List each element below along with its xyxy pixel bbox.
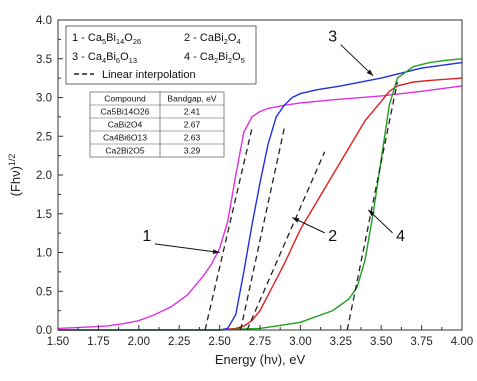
y-tick-label: 3.0 [36,93,52,105]
curve-label-3: 3 [328,29,337,46]
x-tick-label: 2.00 [128,336,150,348]
x-tick-label: 1.50 [47,336,69,348]
legend-entry-4: 4 - Ca2Bi2O5 [184,51,245,65]
y-tick-label: 1.5 [36,209,52,221]
x-axis-label: Energy (hν), eV [215,352,306,367]
interpolation-line [204,128,253,331]
curve-label-4: 4 [396,228,405,245]
series-3-line [58,61,463,331]
x-tick-label: 2.50 [208,336,230,348]
y-axis-label-sup: 1/2 [7,154,17,167]
y-tick-label: 4.0 [36,15,52,27]
y-tick-label: 0.0 [36,325,52,337]
curve-arrow-3 [340,44,374,77]
table-cell: CaBi2O4 [108,120,143,130]
table-header-cell: Bandgap, eV [167,94,216,104]
curve-arrowhead-3 [366,69,374,76]
tick-labels: 1.50 1.75 2.00 2.25 2.50 2.75 3.00 3.25 3.50 3.75… [36,15,473,348]
interpolation-line [246,151,326,331]
interpolation-line [239,128,285,331]
x-tick-label: 3.50 [370,336,392,348]
series-4-line [58,58,463,331]
table-cell: Ca2Bi2O5 [105,146,144,156]
legend-entry-interpolation: Linear interpolation [102,69,196,81]
bandgap-table: Compound Bandgap, eV Ca5Bi14O26 2.41 CaBi2O4… [89,91,225,158]
series-2-line [58,77,463,331]
curve-annotations: 1 2 3 4 [142,29,405,255]
legend-entry-1: 1 - Ca5Bi14O26 [72,32,141,46]
x-tick-label: 4.00 [451,336,473,348]
table-cell: 3.29 [184,146,201,156]
interpolation-line [346,81,398,331]
table-cell: 2.67 [184,120,201,130]
y-tick-label: 2.0 [36,170,52,182]
series-layer [57,58,463,331]
table-cell: 2.63 [184,133,201,143]
axes [57,19,463,331]
y-tick-label: 0.5 [36,286,52,298]
legend-entry-2: 2 - CaBi2O4 [184,32,241,46]
y-tick-label: 3.5 [36,54,52,66]
x-tick-label: 2.75 [249,336,271,348]
curve-arrow-1 [154,243,220,253]
x-tick-label: 3.75 [410,336,432,348]
table-cell: Ca5Bi14O26 [101,107,150,117]
x-tick-label: 2.25 [168,336,190,348]
legend: 1 - Ca5Bi14O26 2 - CaBi2O4 3 - Ca4Bi6O13 4 … [65,25,257,85]
table-frame [89,91,225,158]
legend-box [65,25,257,85]
x-tick-label: 3.00 [289,336,311,348]
y-tick-label: 1.0 [36,248,52,260]
y-axis-label-main: (Fhν) [8,166,23,196]
table-header-cell: Compound [104,94,146,104]
series-1-line [57,85,463,330]
curve-label-1: 1 [142,228,151,245]
curve-arrowhead-4 [368,209,375,217]
curve-arrowhead-1 [212,249,220,255]
y-axis-label: (Fhν)1/2 [7,154,23,197]
table-cell: Ca4Bi6O13 [103,133,147,143]
x-tick-label: 3.25 [330,336,352,348]
legend-entry-3: 3 - Ca4Bi6O13 [72,51,137,65]
table-cell: 2.41 [184,107,201,117]
interpolation-lines [204,81,398,331]
curve-label-2: 2 [328,228,337,245]
y-tick-label: 2.5 [36,131,52,143]
curve-arrowhead-2 [292,217,300,223]
x-tick-label: 1.75 [87,336,109,348]
